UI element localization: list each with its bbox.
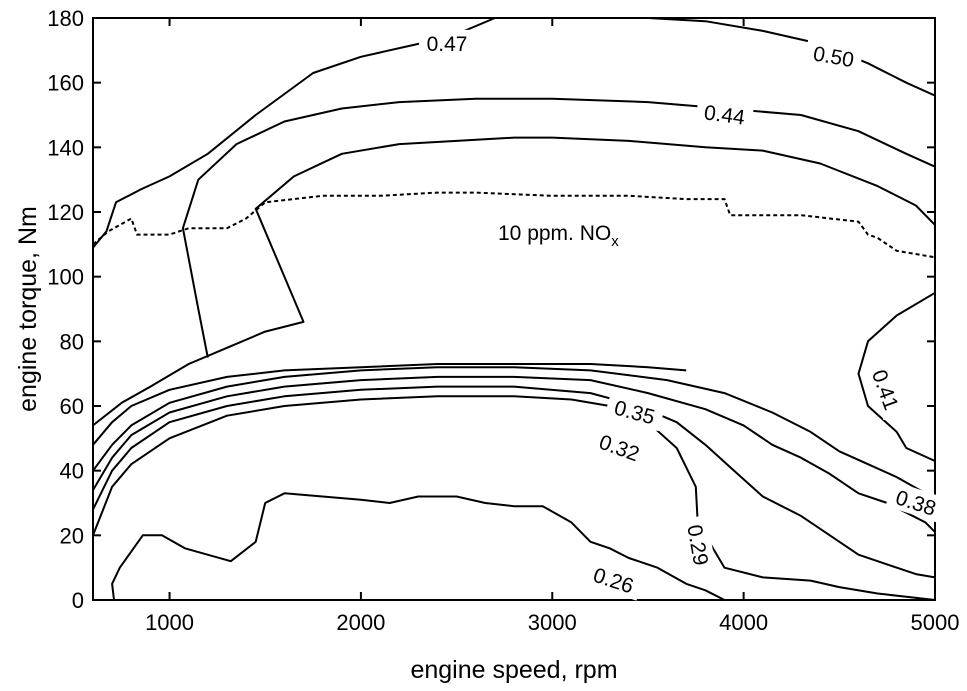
y-axis-ticks: 0 20 40 60 80 100 120 140 160 180 <box>47 6 935 613</box>
contour-label-bg <box>604 391 666 432</box>
y-tick-label: 120 <box>47 200 84 225</box>
contour-label-bg <box>588 425 651 469</box>
contour-label: 0.41 <box>867 367 903 413</box>
y-tick-label: 20 <box>60 523 84 548</box>
contour-label-bg <box>803 38 864 74</box>
contour-line-0.41 <box>92 363 687 446</box>
y-tick-label: 100 <box>47 265 84 290</box>
y-tick-label: 60 <box>60 394 84 419</box>
x-tick-label: 5000 <box>911 610 960 635</box>
nox-boundary-line <box>92 191 936 259</box>
nox-annotation: 10 ppm. NOx <box>498 222 619 250</box>
contour-label: 0.47 <box>427 33 468 56</box>
contour-lines <box>92 17 936 601</box>
contour-line-0.44 <box>181 97 936 358</box>
contour-line-0.41 <box>857 291 936 462</box>
contour-label: 0.38 <box>893 486 939 521</box>
contour-label-group: 0.26 <box>583 558 645 601</box>
plot-frame <box>92 17 936 601</box>
contour-label-group: 0.41 <box>864 358 908 421</box>
x-axis-ticks: 1000 2000 3000 4000 5000 <box>145 18 959 635</box>
contour-line-0.26 <box>111 492 725 601</box>
nox-annotation-subscript: x <box>611 233 619 250</box>
contour-line-0.35 <box>92 375 936 533</box>
nox-annotation-main: 10 ppm. NO <box>498 222 611 245</box>
y-tick-label: 40 <box>60 459 84 484</box>
x-tick-label: 1000 <box>145 610 194 635</box>
contour-label: 0.35 <box>612 397 657 430</box>
y-tick-label: 80 <box>60 329 84 354</box>
contour-line-0.5 <box>647 17 936 97</box>
contour-label: 0.44 <box>703 101 747 130</box>
contour-label-group: 0.32 <box>588 425 651 469</box>
contour-line-0.38 <box>92 366 936 504</box>
contour-line-0.41 <box>92 136 936 427</box>
y-tick-label: 180 <box>47 6 84 31</box>
contour-line-0.29 <box>92 395 936 601</box>
contour-label-bg <box>681 515 717 575</box>
y-tick-label: 160 <box>47 71 84 96</box>
contour-label-bg <box>864 358 908 421</box>
contour-label-group: 0.29 <box>681 515 717 575</box>
x-tick-label: 4000 <box>719 610 768 635</box>
contour-label-bg <box>885 481 947 524</box>
y-tick-label: 0 <box>72 588 84 613</box>
contour-label: 0.26 <box>590 564 636 599</box>
contour-label-bg <box>695 97 755 131</box>
contour-label-bg <box>583 558 645 601</box>
x-tick-label: 2000 <box>336 610 385 635</box>
x-axis-title: engine speed, rpm <box>410 656 617 684</box>
x-tick-label: 3000 <box>528 610 577 635</box>
y-axis-title: engine torque, Nm <box>14 206 42 412</box>
contour-labels: 0.50 0.47 0.44 0.350.32 0.38 0.29 0.26 0.41 <box>419 29 947 601</box>
contour-label-group: 0.47 <box>419 29 476 56</box>
y-tick-label: 140 <box>47 135 84 160</box>
contour-label-group: 0.35 <box>604 391 666 432</box>
contour-label: 0.32 <box>596 431 642 467</box>
contour-line-0.32 <box>92 385 936 579</box>
nox-boundary <box>92 191 936 259</box>
contour-label-group: 0.44 <box>695 97 755 131</box>
contour-label-bg <box>419 29 476 56</box>
contour-label-group: 0.50 <box>803 38 864 74</box>
